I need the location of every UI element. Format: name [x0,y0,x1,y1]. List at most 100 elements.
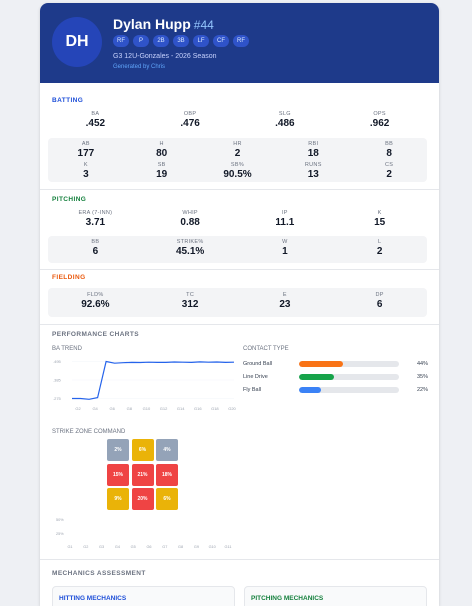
stat-cell: AB 177 [48,141,124,161]
team-season: G3 12U-Gonzales - 2026 Season [113,53,217,60]
stat-label: K [83,162,88,168]
contact-bar-track [299,361,399,367]
contact-row: Fly Ball 22% [243,385,428,395]
stat-label: DP [375,292,384,298]
stat-cell: OPS .962 [332,111,427,133]
stat-label: W [282,239,288,245]
contact-percent: 35% [416,374,428,380]
x-tick-label: G10 [209,545,216,549]
stat-label: L [377,239,382,245]
strike-zone-cell: 9% [107,488,129,510]
stat-cell: CS 2 [351,162,427,182]
player-name-text: Dylan Hupp [113,16,191,32]
stat-value: 3.71 [85,217,106,228]
stat-label: OBP [183,111,197,117]
stat-cell: FLD% 92.6% [48,292,143,317]
stat-label: HR [233,141,242,147]
stat-label: OPS [373,111,386,117]
stat-value: 3 [83,169,89,180]
performance-charts-title: PERFORMANCE CHARTS [52,331,140,338]
stat-value: 13 [307,169,319,180]
stat-value: 2 [386,169,392,180]
stat-cell: TC 312 [143,292,238,317]
x-tick-label: G6 [110,406,116,411]
x-tick-label: G6 [146,545,151,549]
stat-value: 23 [279,299,291,310]
stat-cell: BB 8 [351,141,427,161]
strike-zone-cell: 2% [107,439,129,461]
stat-value: 2 [234,148,241,159]
stat-value: 11.1 [275,217,295,228]
stat-cell: H 80 [124,141,200,161]
pitching-title: PITCHING [52,196,87,203]
position-badge: P [133,35,149,47]
x-tick-label: G18 [211,406,219,411]
x-tick-label: G2 [75,406,81,411]
stat-label: STRIKE% [176,239,204,245]
stat-cell: RBI 18 [275,141,351,161]
stat-value: .486 [275,118,295,129]
stat-label: FLD% [87,292,104,298]
stat-value: 2 [376,246,383,257]
stat-value: 312 [181,299,199,310]
stat-value: 90.5% [223,169,252,180]
stat-label: AB [81,141,90,147]
fielding-row: FLD% 92.6% TC 312 E 23 DP 6 [48,288,427,317]
stat-label: BB [91,239,100,245]
x-tick-label: G10 [143,406,151,411]
pitching-mechanics-panel[interactable]: PITCHING MECHANICS [244,586,427,606]
y-tick-label: 50% [56,518,64,522]
stat-cell: HR 2 [200,141,276,161]
stat-cell: SB% 90.5% [200,162,276,182]
batting-detail-grid: AB 177 H 80 HR 2 RBI 18 BB 8 K 3 SB 19 SB% 90.5% RUNS 13 C… [48,138,427,182]
batting-top-row: BA .452 OBP .476 SLG .486 OPS .962 [48,111,427,133]
stat-label: CS [384,162,394,168]
contact-type-title: CONTACT TYPE [243,346,289,352]
contact-row: Line Drive 35% [243,372,428,382]
stat-value: 177 [77,148,95,159]
hitting-mechanics-panel[interactable]: HITTING MECHANICS [52,586,235,606]
divider [40,559,439,560]
x-tick-label: G4 [115,545,120,549]
stat-value: 15 [374,217,386,228]
stat-label: K [377,210,382,216]
contact-label: Fly Ball [243,387,262,393]
stat-cell: E 23 [238,292,333,317]
x-tick-label: G12 [160,406,168,411]
stat-value: 1 [282,246,288,257]
position-badges: RF P 2B 3B LF CF RF [113,35,249,47]
x-tick-label: G14 [177,406,185,411]
stat-label: SB% [230,162,245,168]
stat-label: IP [281,210,288,216]
stat-value: 0.88 [180,217,200,228]
stat-cell: K 15 [332,210,427,232]
pitching-top-row: ERA (7-INN) 3.71 WHIP 0.88 IP 11.1 K 15 [48,210,427,232]
x-tick-label: G7 [162,545,167,549]
stat-value: 6 [92,246,99,257]
stat-value: 18 [307,148,319,159]
x-tick-label: G8 [127,406,133,411]
stat-value: 6 [376,299,383,310]
position-badge: RF [113,35,129,47]
stat-cell: SLG .486 [238,111,333,133]
stat-value: .452 [85,118,106,129]
stat-cell: IP 11.1 [238,210,333,232]
x-tick-label: G2 [83,545,88,549]
stat-label: BB [385,141,394,147]
stat-cell: WHIP 0.88 [143,210,238,232]
ba-trend-line [72,360,235,400]
strike-zone-cell: 4% [156,439,178,461]
generated-by: Generated by Chris [113,64,166,70]
player-header: DH Dylan Hupp #44 RF P 2B 3B LF CF RF G3 12U-Go… [40,3,439,83]
x-tick-label: G1 [67,545,72,549]
strike-zone-cell: 18% [156,463,178,486]
strike-zone-cell: 6% [156,488,178,510]
stat-cell: RUNS 13 [275,162,351,182]
player-report-card: DH Dylan Hupp #44 RF P 2B 3B LF CF RF G3 12U-Go… [40,3,439,606]
strike-zone-cell: 15% [107,463,129,486]
contact-label: Ground Ball [243,361,273,367]
x-tick-label: G16 [194,406,202,411]
stat-label: ERA (7-INN) [78,210,113,216]
x-tick-label: G4 [92,406,98,411]
